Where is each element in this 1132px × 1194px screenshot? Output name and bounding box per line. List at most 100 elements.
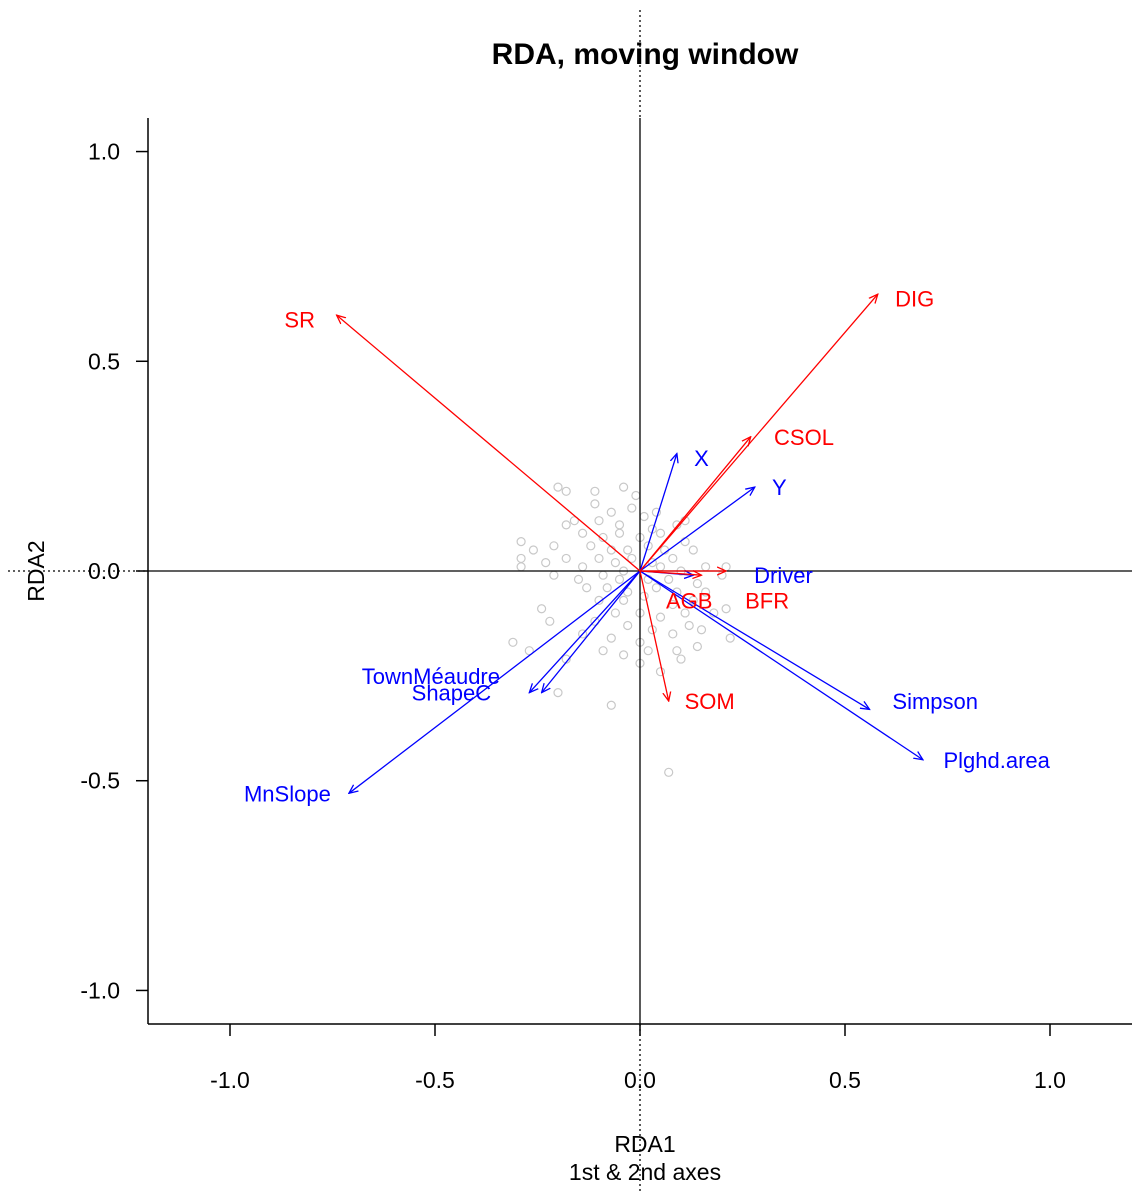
response-vector-arrow	[639, 570, 669, 701]
site-point	[700, 587, 711, 597]
site-point	[549, 570, 559, 580]
explanatory-vector-label: Driver	[754, 563, 813, 588]
site-point	[655, 562, 666, 572]
x-tick-label: 1.0	[1034, 1067, 1066, 1093]
site-point	[623, 545, 633, 555]
site-point	[655, 612, 666, 622]
site-point	[631, 490, 641, 501]
site-point	[598, 570, 608, 580]
biplot-vectors: X Y Driver Simpson Plghd.area TownMéaudreShap…	[244, 286, 1051, 806]
response-vector-label: BFR	[745, 588, 789, 613]
site-point	[717, 570, 727, 580]
site-point	[643, 541, 653, 551]
site-point	[668, 629, 678, 639]
response-vector-arrow	[639, 294, 878, 572]
site-point	[614, 528, 625, 538]
site-point	[561, 486, 571, 496]
explanatory-vector-arrow	[639, 570, 870, 709]
site-point	[700, 562, 711, 572]
explanatory-vector-label: Simpson	[892, 689, 978, 714]
site-point	[610, 608, 621, 618]
site-point	[569, 516, 580, 526]
site-point	[664, 574, 674, 584]
site-point	[614, 520, 625, 530]
site-point	[602, 583, 612, 593]
explanatory-vector-label: ShapeC	[412, 681, 492, 706]
x-axis-sublabel: 1st & 2nd axes	[569, 1159, 721, 1185]
y-tick-label: 0.5	[88, 348, 120, 374]
site-point	[598, 532, 608, 543]
site-point	[676, 654, 686, 664]
site-point	[508, 637, 518, 647]
site-point	[536, 604, 547, 614]
site-point	[627, 553, 637, 564]
site-point	[606, 700, 616, 710]
response-vector-label: CSOL	[774, 425, 834, 450]
site-point	[553, 482, 563, 492]
site-point	[577, 528, 588, 538]
site-point	[664, 767, 674, 777]
site-point	[643, 646, 653, 656]
response-vector-arrow	[639, 437, 751, 572]
site-point	[688, 545, 698, 555]
site-point	[668, 553, 678, 564]
explanatory-vector-arrow	[639, 454, 677, 572]
site-point	[627, 503, 637, 513]
site-point	[582, 583, 592, 593]
site-point	[651, 507, 662, 517]
site-point	[668, 599, 678, 610]
site-point	[541, 558, 551, 568]
x-axis-label: RDA1	[614, 1131, 675, 1157]
explanatory-vector-arrow	[529, 570, 641, 693]
x-tick-label: 0.5	[829, 1067, 861, 1093]
site-point	[516, 553, 526, 564]
site-point	[696, 625, 707, 635]
site-point	[614, 574, 625, 584]
x-tick-label: -1.0	[210, 1067, 250, 1093]
response-vector-label: AGB	[666, 588, 712, 613]
response-vector-arrow	[639, 571, 702, 575]
y-tick-label: 0.0	[88, 558, 120, 584]
site-points	[508, 482, 735, 777]
site-point	[692, 578, 703, 589]
site-point	[561, 520, 571, 530]
site-point	[680, 608, 690, 618]
y-tick-label: 1.0	[88, 139, 120, 165]
site-point	[594, 516, 604, 526]
site-point	[594, 553, 604, 564]
site-point	[721, 562, 731, 572]
explanatory-vector-arrow	[639, 487, 755, 572]
site-point	[545, 616, 555, 626]
x-tick-label: -0.5	[415, 1067, 455, 1093]
y-tick-label: -0.5	[80, 768, 120, 794]
site-point	[553, 688, 563, 698]
y-tick-label: -1.0	[80, 977, 120, 1003]
site-point	[590, 486, 600, 496]
site-point	[528, 545, 539, 555]
chart-title: RDA, moving window	[492, 38, 799, 71]
site-point	[598, 646, 608, 656]
explanatory-vector-label: X	[694, 446, 709, 471]
response-vector-label: SR	[284, 307, 315, 332]
site-point	[672, 646, 682, 656]
site-point	[590, 499, 600, 509]
y-axis-label: RDA2	[23, 540, 49, 601]
site-point	[586, 541, 596, 551]
site-point	[639, 591, 649, 601]
site-point	[516, 562, 526, 572]
response-vector-label: SOM	[685, 689, 735, 714]
explanatory-vector-label: Plghd.area	[943, 748, 1050, 773]
axis-ticks: -1.0 -0.5 0.0 0.5 1.0 -1.0 -0.5 0.0 0.5 1.0	[80, 139, 1066, 1093]
site-point	[524, 646, 534, 656]
site-point	[647, 558, 657, 568]
site-point	[549, 541, 559, 551]
site-point	[655, 528, 666, 538]
site-point	[618, 650, 629, 660]
site-point	[594, 595, 604, 605]
site-point	[561, 553, 571, 564]
site-point	[577, 562, 588, 572]
explanatory-vector-label: TownMéaudre	[362, 664, 500, 689]
site-point	[721, 604, 731, 614]
response-vector-arrow	[337, 315, 641, 572]
